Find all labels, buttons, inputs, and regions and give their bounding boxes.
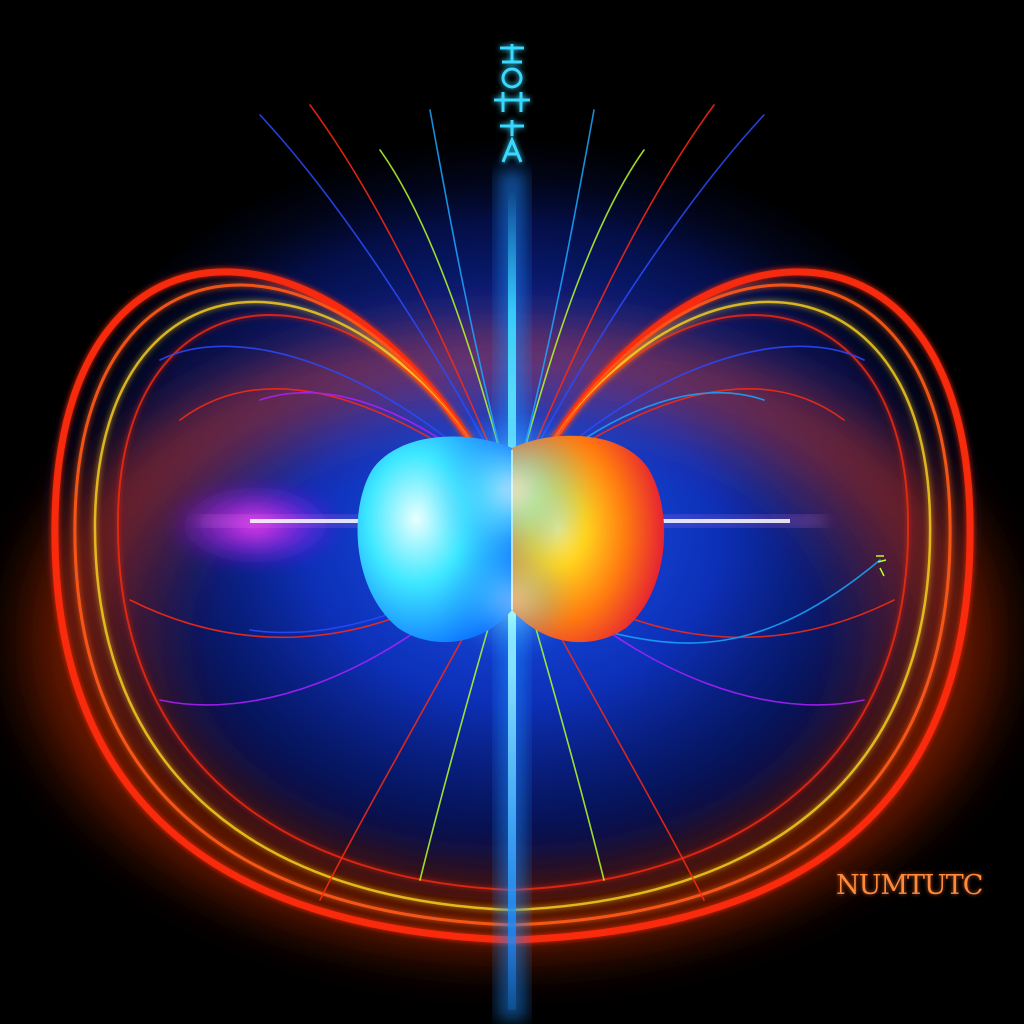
small-glyph-mark: [876, 555, 887, 577]
top-glyph-column: [494, 44, 530, 163]
lower-flare: [452, 540, 572, 660]
bottom-right-signature: NUMTUTC: [836, 870, 983, 901]
center-flare: [432, 410, 592, 570]
